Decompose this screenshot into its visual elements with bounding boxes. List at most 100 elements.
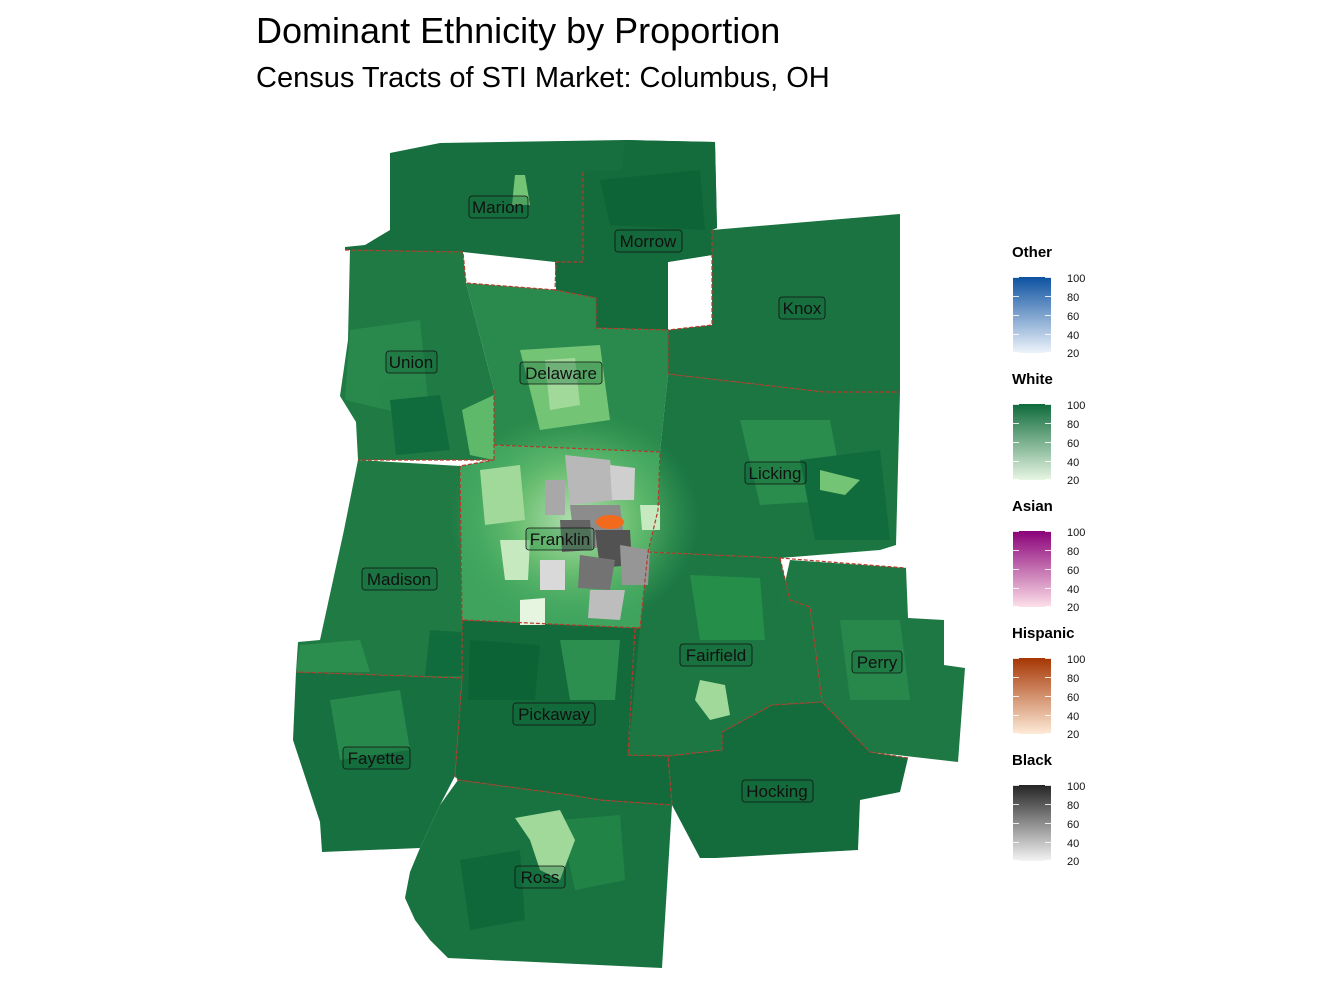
legend-tick-mark bbox=[1013, 606, 1019, 607]
legend-tick-mark bbox=[1013, 334, 1019, 335]
svg-text:Perry: Perry bbox=[857, 653, 898, 672]
legend-tick: 40 bbox=[1067, 330, 1080, 342]
legend-tick: 60 bbox=[1067, 311, 1080, 323]
county-label-delaware[interactable]: Delaware bbox=[519, 361, 603, 385]
legend-other: Other 100 80 60 40 20 bbox=[1012, 244, 1132, 371]
legend-tick-mark bbox=[1013, 352, 1019, 353]
hispanic-tract bbox=[596, 515, 624, 529]
legend-tick: 40 bbox=[1067, 838, 1080, 850]
legend-tick-mark bbox=[1013, 860, 1019, 861]
legend-tick: 60 bbox=[1067, 565, 1080, 577]
county-label-madison[interactable]: Madison bbox=[361, 567, 438, 591]
legend-tick-mark bbox=[1013, 715, 1019, 716]
urban-core bbox=[450, 175, 860, 880]
county-label-franklin[interactable]: Franklin bbox=[525, 527, 595, 551]
county-label-licking[interactable]: Licking bbox=[744, 461, 807, 485]
svg-text:Ross: Ross bbox=[521, 868, 560, 887]
legend-tick-mark bbox=[1045, 823, 1051, 824]
legend-tick-mark bbox=[1013, 842, 1019, 843]
legend-title: Hispanic bbox=[1012, 625, 1075, 642]
legend-tick-mark bbox=[1045, 423, 1051, 424]
legend-tick-mark bbox=[1013, 785, 1019, 786]
legend-tick-mark bbox=[1045, 860, 1051, 861]
legend-tick-mark bbox=[1045, 733, 1051, 734]
legend-title: Black bbox=[1012, 752, 1053, 769]
legend: Other 100 80 60 40 20 White 100 80 60 40… bbox=[1012, 244, 1132, 879]
legend-tick-mark bbox=[1045, 315, 1051, 316]
svg-text:Hocking: Hocking bbox=[746, 782, 807, 801]
svg-text:Madison: Madison bbox=[367, 570, 431, 589]
legend-tick-mark bbox=[1013, 569, 1019, 570]
county-label-hocking[interactable]: Hocking bbox=[741, 779, 814, 803]
legend-tick: 60 bbox=[1067, 692, 1080, 704]
county-label-morrow[interactable]: Morrow bbox=[614, 229, 683, 253]
legend-tick-mark bbox=[1045, 352, 1051, 353]
legend-title: White bbox=[1012, 371, 1053, 388]
svg-text:Licking: Licking bbox=[749, 464, 802, 483]
legend-tick: 100 bbox=[1067, 654, 1086, 666]
legend-tick-mark bbox=[1045, 550, 1051, 551]
legend-colorbar bbox=[1013, 785, 1051, 861]
legend-tick-mark bbox=[1045, 658, 1051, 659]
legend-tick-mark bbox=[1013, 804, 1019, 805]
county-label-fayette[interactable]: Fayette bbox=[342, 746, 411, 770]
legend-asian: Asian 100 80 60 40 20 bbox=[1012, 498, 1132, 625]
legend-tick-mark bbox=[1045, 715, 1051, 716]
legend-tick: 60 bbox=[1067, 438, 1080, 450]
county-borders bbox=[295, 172, 909, 806]
legend-tick-mark bbox=[1045, 677, 1051, 678]
county-labels: Marion Morrow Knox Union Delaware Lickin… bbox=[342, 195, 903, 889]
legend-white: White 100 80 60 40 20 bbox=[1012, 371, 1132, 498]
county-label-fairfield[interactable]: Fairfield bbox=[679, 643, 753, 667]
legend-tick-mark bbox=[1045, 569, 1051, 570]
legend-tick-mark bbox=[1045, 606, 1051, 607]
legend-tick-mark bbox=[1045, 696, 1051, 697]
legend-title: Asian bbox=[1012, 498, 1053, 515]
legend-tick-mark bbox=[1045, 531, 1051, 532]
svg-text:Morrow: Morrow bbox=[620, 232, 677, 251]
legend-tick: 100 bbox=[1067, 273, 1086, 285]
legend-tick-mark bbox=[1045, 277, 1051, 278]
legend-tick-mark bbox=[1013, 479, 1019, 480]
county-label-union[interactable]: Union bbox=[385, 350, 438, 374]
legend-tick-mark bbox=[1013, 696, 1019, 697]
svg-text:Pickaway: Pickaway bbox=[518, 705, 590, 724]
county-madison-area[interactable] bbox=[296, 460, 462, 678]
legend-title: Other bbox=[1012, 244, 1053, 261]
legend-colorbar bbox=[1013, 277, 1051, 353]
legend-tick-mark bbox=[1013, 296, 1019, 297]
legend-tick-mark bbox=[1013, 823, 1019, 824]
county-label-knox[interactable]: Knox bbox=[778, 296, 826, 320]
county-label-perry[interactable]: Perry bbox=[851, 650, 903, 674]
legend-tick-mark bbox=[1013, 531, 1019, 532]
legend-colorbar bbox=[1013, 531, 1051, 607]
page-title: Dominant Ethnicity by Proportion bbox=[256, 10, 781, 51]
legend-tick-mark bbox=[1045, 588, 1051, 589]
legend-tick-mark bbox=[1013, 442, 1019, 443]
county-fairfield-area[interactable] bbox=[628, 552, 822, 756]
legend-tick: 100 bbox=[1067, 400, 1086, 412]
legend-tick: 80 bbox=[1067, 546, 1080, 558]
legend-tick-mark bbox=[1045, 404, 1051, 405]
svg-text:Fairfield: Fairfield bbox=[686, 646, 746, 665]
legend-tick: 40 bbox=[1067, 457, 1080, 469]
legend-tick-mark bbox=[1013, 658, 1019, 659]
legend-tick-mark bbox=[1045, 804, 1051, 805]
legend-tick-mark bbox=[1013, 277, 1019, 278]
legend-tick: 80 bbox=[1067, 292, 1080, 304]
county-label-marion[interactable]: Marion bbox=[468, 195, 529, 219]
legend-colorbar bbox=[1013, 658, 1051, 734]
county-label-pickaway[interactable]: Pickaway bbox=[512, 702, 596, 726]
legend-tick: 40 bbox=[1067, 584, 1080, 596]
legend-tick-mark bbox=[1045, 785, 1051, 786]
county-label-ross[interactable]: Ross bbox=[514, 865, 566, 889]
legend-black: Black 100 80 60 40 20 bbox=[1012, 752, 1132, 879]
legend-tick-mark bbox=[1045, 296, 1051, 297]
svg-text:Marion: Marion bbox=[472, 198, 524, 217]
page-subtitle: Census Tracts of STI Market: Columbus, O… bbox=[256, 62, 830, 94]
legend-colorbar bbox=[1013, 404, 1051, 480]
legend-tick-mark bbox=[1045, 842, 1051, 843]
county-knox-area[interactable] bbox=[668, 214, 900, 392]
legend-tick: 80 bbox=[1067, 673, 1080, 685]
legend-tick-mark bbox=[1045, 479, 1051, 480]
